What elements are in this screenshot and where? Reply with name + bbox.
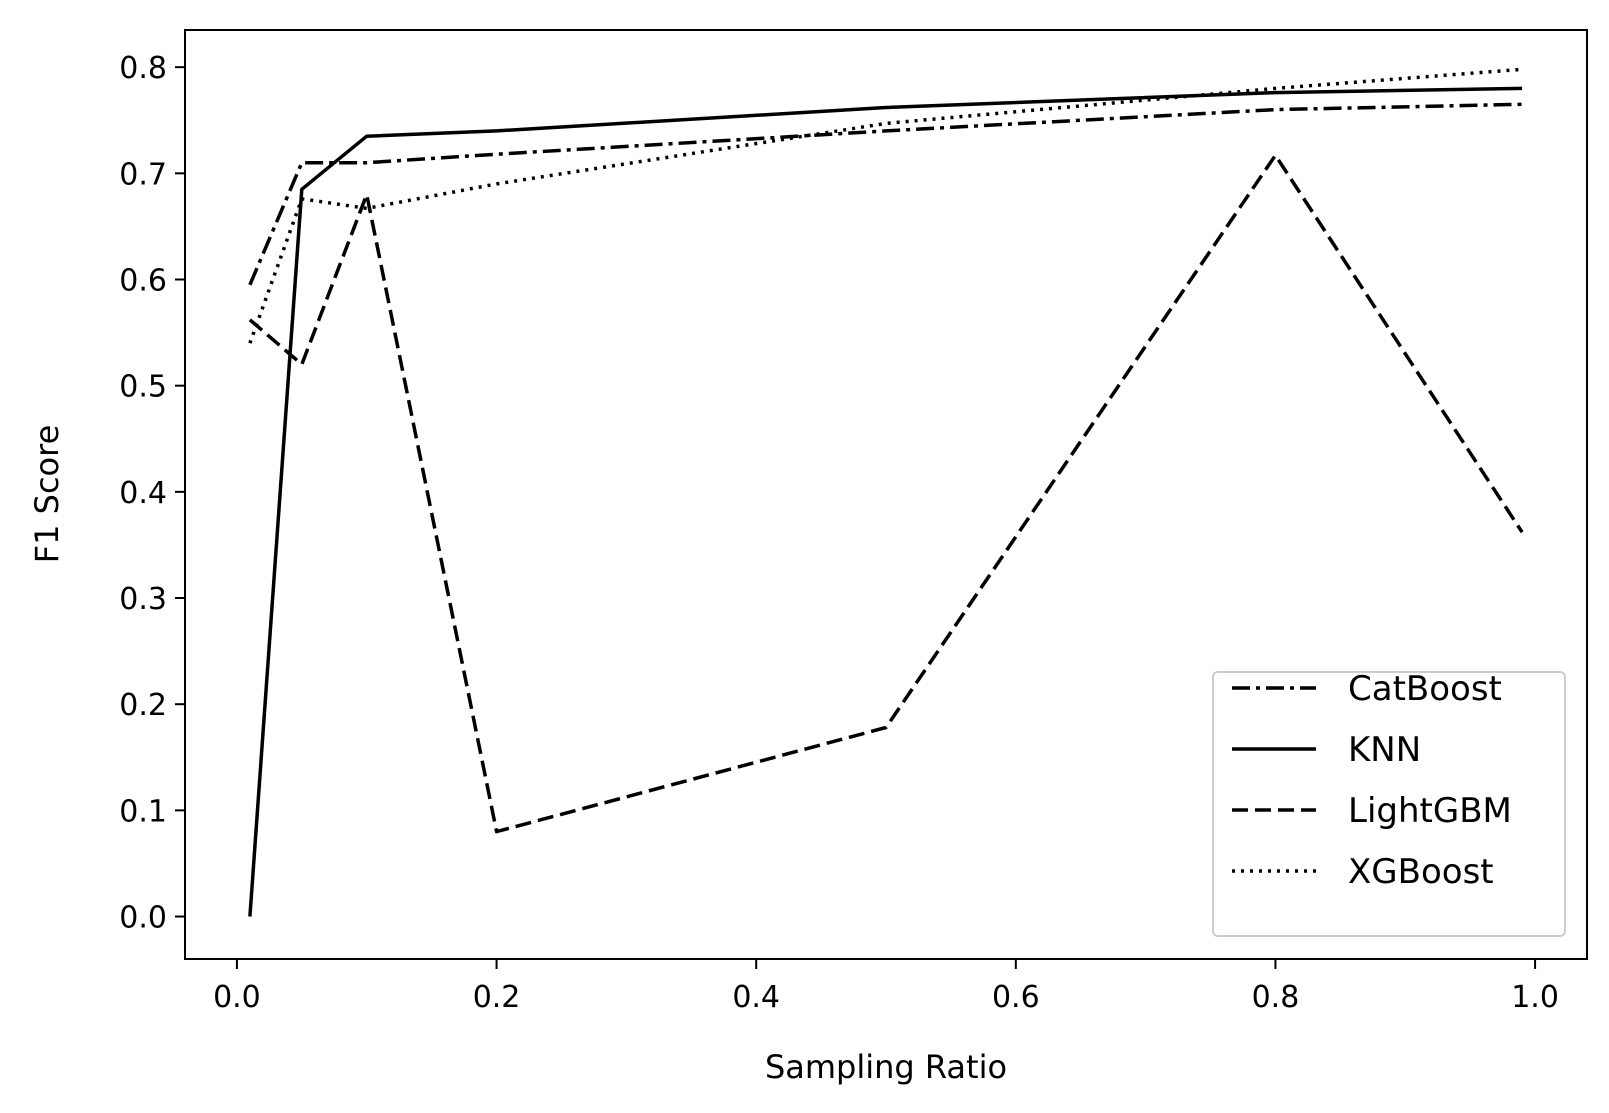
- y-axis: 0.0 0.1 0.2 0.3 0.4 0.5 0.6 0.7 0.8: [119, 51, 185, 936]
- x-tick-label: 0.2: [473, 980, 521, 1015]
- legend-items: CatBoost KNN LightGBM XGBoost: [1232, 669, 1512, 892]
- legend-label-catboost: CatBoost: [1348, 669, 1502, 709]
- legend-label-lightgbm: LightGBM: [1348, 791, 1512, 831]
- series-line-lightgbm: [248, 153, 1524, 834]
- y-tick-label: 0.3: [119, 582, 167, 617]
- series-line-xgboost: [248, 67, 1523, 344]
- y-tick-label: 0.8: [119, 51, 167, 86]
- x-tick-label: 0.6: [992, 980, 1040, 1015]
- series-line-knn: [248, 86, 1523, 917]
- legend-label-knn: KNN: [1348, 730, 1421, 770]
- x-tick-label: 0.4: [732, 980, 780, 1015]
- y-axis-title: F1 Score: [28, 425, 66, 564]
- x-tick-label: 1.0: [1511, 980, 1559, 1015]
- x-axis: 0.0 0.2 0.4 0.6 0.8 1.0: [213, 959, 1559, 1015]
- plot-frame: [184, 29, 1588, 960]
- legend: CatBoost KNN LightGBM XGBoost: [1212, 669, 1566, 937]
- y-tick-label: 0.0: [119, 901, 167, 936]
- legend-label-xgboost: XGBoost: [1348, 852, 1494, 892]
- legend-box: [1212, 671, 1566, 937]
- series-layer: [248, 67, 1524, 917]
- x-tick-label: 0.0: [213, 980, 261, 1015]
- y-tick-label: 0.1: [119, 794, 167, 829]
- y-tick-label: 0.2: [119, 688, 167, 723]
- y-tick-label: 0.7: [119, 157, 167, 192]
- y-tick-label: 0.5: [119, 370, 167, 405]
- x-axis-title: Sampling Ratio: [765, 1048, 1007, 1086]
- y-tick-label: 0.4: [119, 476, 167, 511]
- y-tick-label: 0.6: [119, 264, 167, 299]
- x-tick-label: 0.8: [1252, 980, 1300, 1015]
